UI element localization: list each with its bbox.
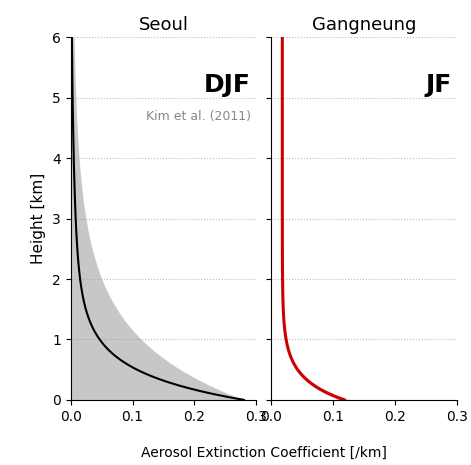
Text: JF: JF xyxy=(425,73,451,98)
Y-axis label: Height [km]: Height [km] xyxy=(32,173,47,264)
Title: Seoul: Seoul xyxy=(138,16,188,34)
Text: Kim et al. (2011): Kim et al. (2011) xyxy=(146,110,251,123)
Text: DJF: DJF xyxy=(204,73,251,98)
Text: Aerosol Extinction Coefficient [/km]: Aerosol Extinction Coefficient [/km] xyxy=(141,446,387,460)
Title: Gangneung: Gangneung xyxy=(312,16,416,34)
